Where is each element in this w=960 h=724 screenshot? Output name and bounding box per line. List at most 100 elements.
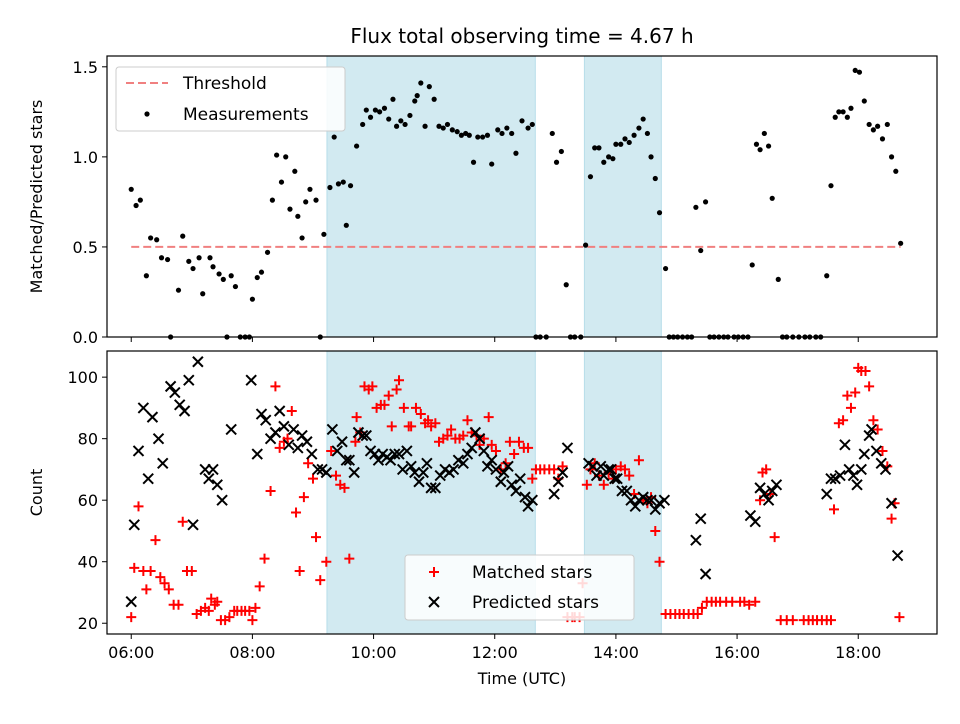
shaded-band-0: [326, 55, 536, 338]
predicted-point: [552, 476, 565, 488]
predicted-point: [690, 534, 702, 546]
legend-threshold-label: Threshold: [182, 74, 267, 94]
matched-point: [344, 553, 355, 564]
matched-point: [126, 612, 137, 623]
matched-point: [145, 565, 156, 576]
plot-frame: [106, 55, 938, 338]
predicted-point: [269, 426, 282, 439]
matched-point: [150, 535, 161, 546]
measurement-point: [529, 121, 535, 128]
measurement-point: [321, 231, 327, 237]
x-tick-label: 08:00: [229, 643, 275, 662]
predicted-point: [834, 469, 846, 482]
measurement-point: [549, 130, 555, 137]
measurement-point: [154, 237, 160, 243]
y-tick-label: 0.0: [73, 328, 98, 347]
legend-box: [115, 66, 346, 132]
measurement-point: [513, 150, 519, 156]
predicted-point: [320, 466, 333, 479]
predicted-point: [825, 472, 837, 485]
predicted-point: [421, 457, 433, 469]
measurement-point: [407, 112, 413, 119]
matched-point: [864, 381, 875, 392]
measurement-point: [875, 123, 881, 129]
matched-point: [886, 513, 897, 524]
predicted-point: [641, 494, 654, 506]
matched-point: [351, 412, 362, 423]
predicted-point: [758, 488, 771, 500]
x-tick-label: 12:00: [472, 643, 518, 662]
measurement-point: [426, 84, 432, 90]
matched-point: [265, 485, 276, 496]
measurement-point: [303, 199, 309, 205]
measurement-point: [769, 195, 775, 201]
measurement-point: [454, 129, 460, 135]
predicted-point: [608, 472, 621, 485]
matched-point: [696, 602, 707, 613]
matched-point: [527, 473, 538, 484]
measurement-point: [504, 125, 510, 131]
matched-point: [410, 402, 421, 413]
measurement-point: [480, 134, 486, 140]
matched-point: [423, 415, 434, 426]
measurement-point: [652, 175, 658, 182]
predicted-point: [847, 469, 860, 482]
measurement-point: [393, 123, 400, 129]
predicted-point: [519, 491, 531, 503]
measurement-point: [466, 132, 472, 138]
measurement-point: [372, 107, 378, 113]
predicted-point: [865, 423, 878, 436]
measurement-point: [207, 255, 213, 261]
matched-point: [755, 495, 766, 506]
matched-point: [654, 556, 665, 567]
predicted-point: [142, 472, 154, 485]
matched-point: [386, 421, 397, 432]
measurement-point: [220, 276, 226, 282]
measurement-point: [307, 186, 313, 192]
measurement-point: [216, 271, 222, 277]
measurement-point: [148, 235, 154, 241]
top-panel-ratio: 0.0 0.5 1.0 1.5 Matched/Predicted stars Thres…: [27, 55, 938, 347]
matched-point: [415, 409, 426, 420]
measurement-point: [274, 152, 280, 158]
predicted-point: [466, 442, 478, 454]
measurement-point: [164, 256, 171, 263]
predicted-point: [766, 485, 778, 497]
matched-point: [141, 584, 152, 595]
measurement-point: [143, 273, 149, 279]
predicted-point: [207, 463, 219, 476]
measurement-point: [475, 134, 481, 140]
predicted-point: [301, 436, 313, 448]
measurement-point: [137, 197, 143, 203]
measurement-point: [898, 240, 904, 246]
matched-point: [692, 609, 703, 620]
predicted-point: [132, 445, 145, 457]
matched-point: [155, 572, 166, 583]
measurement-point: [422, 123, 428, 129]
predicted-point: [649, 503, 661, 516]
predicted-point: [216, 494, 228, 506]
measurement-point: [618, 141, 624, 147]
measurement-point: [327, 184, 333, 191]
predicted-point: [203, 472, 215, 485]
matched-point: [298, 492, 309, 503]
predicted-point: [875, 457, 887, 469]
measurement-point: [702, 199, 709, 205]
matched-point: [842, 390, 853, 401]
predicted-point: [754, 482, 766, 494]
matched-point: [224, 612, 235, 623]
matched-point: [504, 436, 515, 447]
predicted-point: [152, 432, 165, 445]
measurement-point: [592, 145, 598, 151]
predicted-point: [417, 466, 429, 479]
measurement-point: [258, 269, 265, 275]
matched-point: [163, 584, 174, 595]
matched-point: [474, 439, 485, 450]
matched-point: [877, 445, 888, 456]
matched-point: [326, 445, 337, 456]
measurement-point: [861, 98, 867, 104]
measurement-point: [347, 183, 354, 189]
y-tick-label: 1.0: [73, 148, 98, 167]
measurement-point: [489, 161, 495, 167]
